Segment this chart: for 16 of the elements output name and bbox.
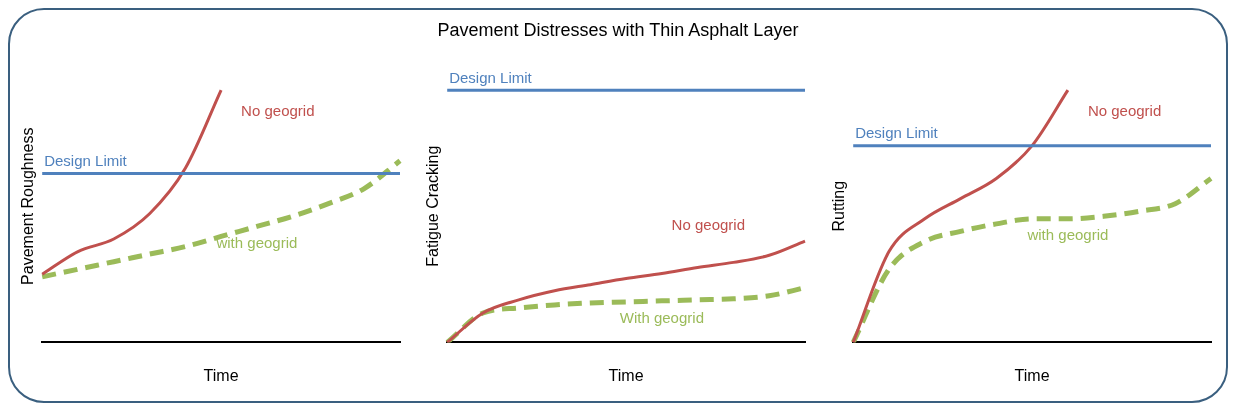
series-label: with geogrid xyxy=(215,234,298,252)
series-label: No geogrid xyxy=(241,101,315,119)
series-label: with geogrid xyxy=(1026,226,1109,244)
y-axis-title: Rutting xyxy=(829,180,847,232)
ref-line-label: Design Limit xyxy=(44,152,128,170)
ref-line-label: Design Limit xyxy=(855,124,939,142)
chart-title: Pavement Distresses with Thin Asphalt Layer xyxy=(437,20,799,40)
ref-line-label: Design Limit xyxy=(449,68,534,86)
x-axis-title: Time xyxy=(609,366,645,384)
series-label: No geogrid xyxy=(672,215,746,233)
x-axis-title: Time xyxy=(203,366,239,384)
series-label: No geogrid xyxy=(1087,101,1162,119)
y-axis-title: Fatigue Cracking xyxy=(424,145,442,267)
x-axis-title: Time xyxy=(1014,366,1050,384)
series-label: With geogrid xyxy=(620,308,705,326)
y-axis-title: Pavement Roughness xyxy=(19,127,37,285)
